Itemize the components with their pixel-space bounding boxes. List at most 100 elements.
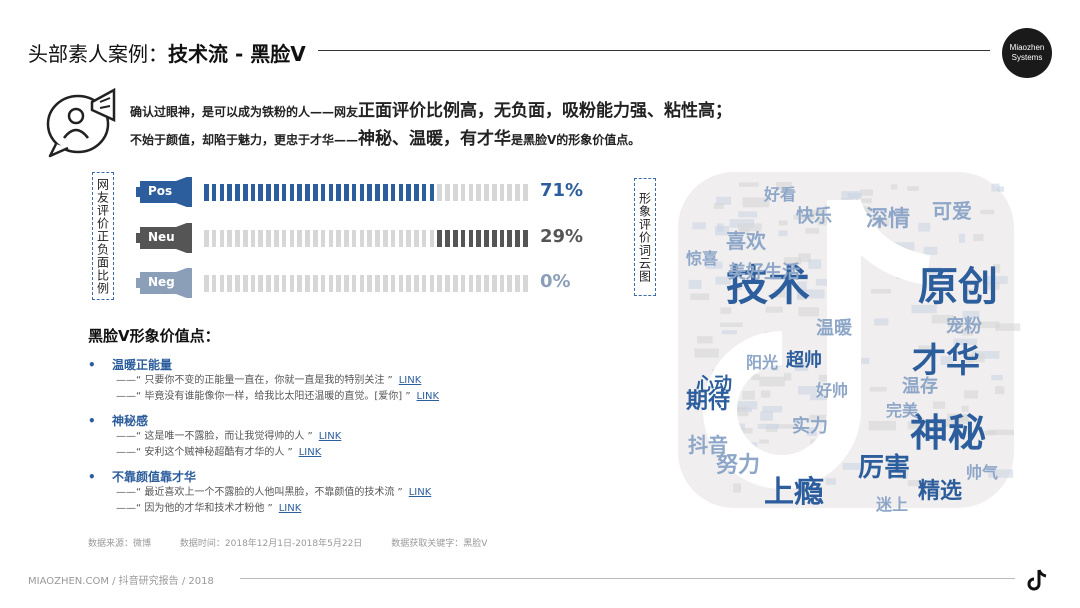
word-cloud-texture — [911, 304, 937, 314]
data-source: 数据来源：微博 — [88, 539, 152, 549]
word-cloud-texture — [757, 423, 779, 429]
bar-segment — [421, 230, 427, 247]
word-cloud-texture — [729, 219, 755, 228]
bar-segment — [398, 275, 404, 292]
word-cloud-term: 温存 — [902, 375, 938, 397]
sentiment-row-neu: Neu 29% — [134, 223, 614, 253]
word-cloud-texture — [765, 306, 783, 313]
bar-segment — [204, 230, 209, 247]
intro-line-1-big: 正面评价比例高，无负面，吸粉能力强、粘性高； — [358, 101, 733, 121]
word-cloud-texture — [877, 218, 889, 226]
bar-segment — [421, 184, 427, 201]
quote-link[interactable]: LINK — [278, 503, 302, 514]
bar-segment — [320, 230, 326, 247]
logo-text-top: Miaozhen — [1009, 43, 1045, 52]
word-cloud-texture — [963, 288, 975, 295]
word-cloud-texture — [738, 211, 758, 218]
bar-segment — [468, 230, 474, 247]
data-time: 数据时间：2018年12月1日-2018年5月22日 — [179, 539, 363, 549]
bar-segment — [312, 230, 318, 247]
bar-segment — [211, 230, 217, 247]
word-cloud-term: 美好生活 — [728, 261, 800, 283]
word-cloud-texture — [694, 348, 719, 358]
word-cloud-texture — [893, 466, 902, 473]
bar-segment — [266, 184, 271, 201]
word-cloud-texture — [869, 386, 887, 392]
word-cloud-texture — [907, 480, 928, 487]
bar-segment — [445, 184, 450, 201]
bar-segment — [460, 184, 466, 201]
bar-segment — [453, 275, 458, 292]
word-cloud-texture — [953, 338, 978, 346]
bar-segment — [227, 275, 232, 292]
sentiment-tag: Neg — [148, 275, 175, 289]
quote-link[interactable]: LINK — [318, 431, 342, 442]
intro-line-1-small: 确认过眼神，是可以成为铁粉的人——网友 — [130, 105, 359, 119]
word-cloud-texture — [810, 394, 833, 401]
word-cloud-texture — [980, 209, 995, 215]
word-cloud-texture — [923, 384, 933, 390]
word-cloud-texture — [992, 264, 1001, 273]
word-cloud-term: 努力 — [716, 452, 760, 478]
bar-segment — [359, 184, 365, 201]
word-cloud-term: 厉害 — [858, 452, 910, 483]
bar-segment — [312, 184, 318, 201]
user-quote: ——“ 最近喜欢上一个不露脸的人他叫黑脸，不靠颜值的技术流 ” LINK — [88, 485, 608, 501]
quote-link[interactable]: LINK — [398, 375, 422, 386]
word-cloud-texture — [897, 470, 908, 479]
megaphone-icon — [136, 177, 192, 207]
bar-segment — [312, 275, 318, 292]
bar-segment — [437, 275, 443, 292]
bar-segment — [476, 184, 481, 201]
data-keyword: 数据获取关键字：黑脸V — [391, 539, 488, 549]
word-cloud-texture — [742, 390, 755, 400]
bar-segment — [390, 184, 396, 201]
word-cloud-texture — [729, 406, 749, 417]
bar-segment — [437, 184, 443, 201]
word-cloud-texture — [806, 427, 817, 436]
quote-text: ——“ 安利这个贼神秘超酷有才华的人 ” — [116, 447, 293, 458]
word-cloud-term: 快乐 — [796, 205, 832, 227]
bar-segment — [382, 184, 388, 201]
word-cloud-texture — [962, 327, 974, 336]
quote-link[interactable]: LINK — [416, 391, 440, 402]
word-cloud-texture — [874, 318, 889, 326]
word-cloud-term: 技术 — [726, 261, 810, 310]
sentiment-percent: 29% — [540, 226, 584, 247]
word-cloud-texture — [798, 307, 819, 317]
bar-segment — [351, 275, 357, 292]
word-cloud-term: 抖音 — [688, 433, 728, 457]
bar-segment — [204, 184, 209, 201]
bar-segment — [258, 275, 264, 292]
word-cloud-term: 原创 — [918, 264, 998, 310]
word-cloud-term: 超帅 — [786, 349, 822, 371]
bar-segment — [491, 184, 497, 201]
word-cloud-texture — [733, 483, 741, 493]
word-cloud-term: 心动 — [696, 374, 732, 395]
bar-segment — [250, 230, 256, 247]
word-cloud-texture — [995, 323, 1021, 331]
word-cloud-texture — [751, 374, 760, 381]
bar-segment — [499, 230, 505, 247]
bar-segment — [297, 275, 302, 292]
word-cloud-texture — [891, 242, 915, 251]
word-cloud-texture — [778, 230, 788, 237]
word-cloud-texture — [720, 307, 732, 314]
word-cloud-term: 帅气 — [966, 463, 998, 482]
sentiment-bar — [204, 184, 528, 201]
bar-segment — [523, 230, 528, 247]
quote-link[interactable]: LINK — [298, 447, 322, 458]
bar-segment — [499, 275, 505, 292]
bar-segment — [211, 275, 217, 292]
quote-link[interactable]: LINK — [408, 487, 432, 498]
word-cloud-texture — [964, 390, 978, 399]
value-points-list: • 温暖正能量 ——“ 只要你不变的正能量一直在，你就一直是我的特别关注 ” LINK… — [88, 356, 608, 524]
bar-segment — [429, 184, 435, 201]
bar-segment — [305, 230, 310, 247]
word-cloud-texture — [742, 197, 770, 208]
sentiment-percent: 0% — [540, 271, 571, 292]
intro-line-2-small-a: 不始于颜值，却陷于魅力，更忠于才华—— — [130, 133, 359, 147]
word-cloud-texture — [991, 375, 1003, 381]
bar-segment — [305, 184, 310, 201]
